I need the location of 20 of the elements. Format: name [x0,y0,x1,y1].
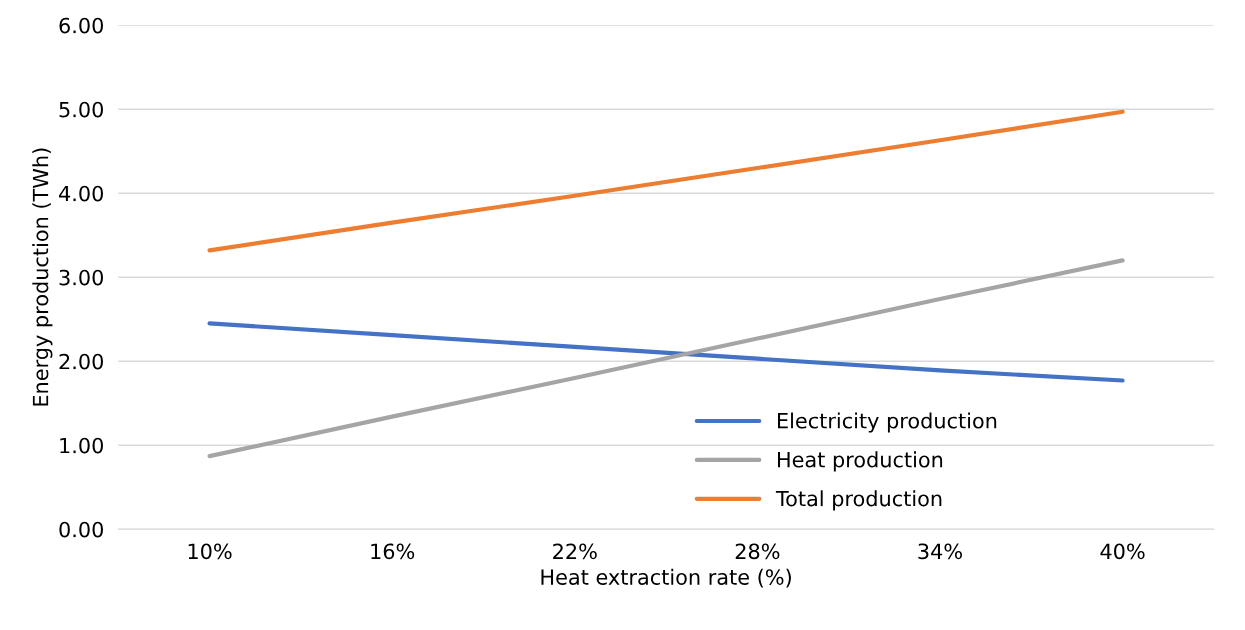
x-tick-label: 16% [371,543,415,560]
x-axis-title: Heat extraction rate (%) [541,568,791,588]
legend-label: Total production [775,490,942,511]
y-tick-label: 5.00 [59,101,103,118]
y-tick-label: 0.00 [59,521,103,538]
line-series [207,109,1125,253]
y-tick-label: 2.00 [59,353,103,370]
x-tick-label: 10% [188,543,232,560]
x-tick-label: 22% [553,543,597,560]
y-tick-label: 3.00 [59,269,103,286]
y-tick-label: 1.00 [60,437,103,454]
line-series [207,321,1125,383]
legend-label: Heat production [778,451,943,472]
y-axis-title: Energy production (TWh) [32,148,53,406]
x-tick-label: 34% [918,543,962,560]
x-tick-label: 40% [1100,543,1145,560]
x-tick-label: 28% [735,543,780,560]
legend-label: Electricity production [778,412,997,433]
y-tick-label: 4.00 [59,185,103,202]
y-tick-label: 6.00 [59,17,103,34]
